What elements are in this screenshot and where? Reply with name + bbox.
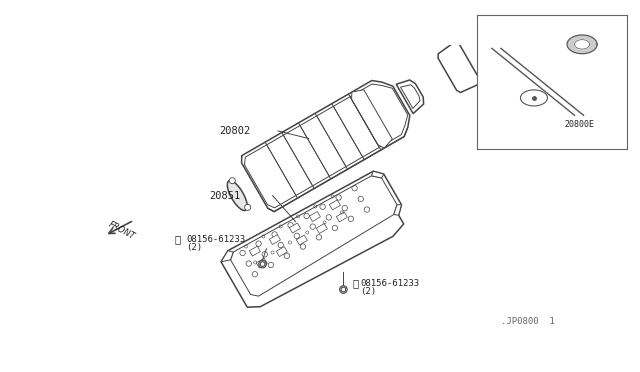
Polygon shape [289,223,300,233]
Polygon shape [567,35,597,54]
Polygon shape [241,81,410,212]
Polygon shape [316,224,328,234]
Polygon shape [371,171,384,178]
Polygon shape [256,258,268,268]
Polygon shape [575,40,589,49]
Polygon shape [244,84,408,208]
Polygon shape [269,235,280,244]
Circle shape [260,262,265,266]
Polygon shape [244,204,251,211]
Polygon shape [351,90,392,148]
Text: 20851: 20851 [210,190,241,201]
Polygon shape [520,90,547,106]
Circle shape [259,260,266,268]
Text: FRONT: FRONT [107,220,136,242]
Polygon shape [230,176,397,296]
Polygon shape [221,251,233,262]
Text: Ⓑ: Ⓑ [175,234,181,244]
Polygon shape [396,80,424,113]
Text: (2): (2) [360,286,376,295]
Polygon shape [309,212,321,221]
Text: Ⓑ: Ⓑ [353,278,359,288]
Text: (2): (2) [186,243,202,251]
Text: 20800E: 20800E [564,120,594,129]
Polygon shape [438,40,482,93]
Polygon shape [276,247,287,257]
Polygon shape [401,85,420,109]
Polygon shape [330,200,340,210]
Polygon shape [336,212,348,222]
Polygon shape [296,235,307,245]
Circle shape [340,286,348,294]
Polygon shape [227,181,247,211]
Text: 20802: 20802 [220,126,251,136]
Text: 08156-61233: 08156-61233 [186,235,246,244]
Polygon shape [250,246,260,256]
Circle shape [341,287,346,292]
Text: 08156-61233: 08156-61233 [360,279,419,288]
Polygon shape [394,205,401,215]
Text: .JP0800  1: .JP0800 1 [501,317,555,326]
Polygon shape [229,178,236,184]
Polygon shape [221,171,404,307]
